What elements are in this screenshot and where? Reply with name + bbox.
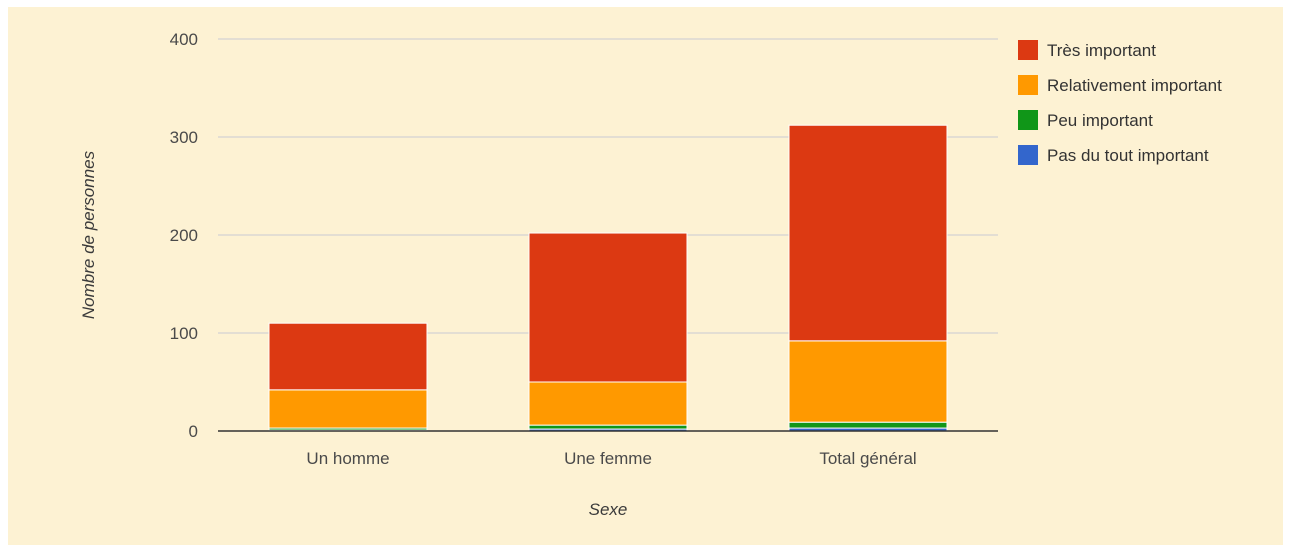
y-tick-label: 300 bbox=[170, 128, 198, 147]
legend-item-relativement-important: Relativement important bbox=[1018, 75, 1222, 95]
bar-segment-tres-important bbox=[268, 322, 428, 391]
legend-label: Très important bbox=[1047, 41, 1156, 60]
x-tick-label: Total général bbox=[819, 449, 916, 468]
legend-swatch bbox=[1018, 145, 1038, 165]
bar-segment-tres-important bbox=[528, 232, 688, 383]
legend-swatch bbox=[1018, 110, 1038, 130]
x-tick-label: Une femme bbox=[564, 449, 652, 468]
legend-label: Peu important bbox=[1047, 111, 1153, 130]
bar-segment-relativement-important bbox=[528, 381, 688, 426]
y-tick-label: 400 bbox=[170, 30, 198, 49]
chart-panel: 0 100 200 300 400 Un homme Une femme Total gén… bbox=[8, 7, 1283, 545]
x-tick-label: Un homme bbox=[306, 449, 389, 468]
y-axis-ticks: 0 100 200 300 400 bbox=[170, 30, 198, 441]
legend-item-peu-important: Peu important bbox=[1018, 110, 1153, 130]
legend: Très important Relativement important Peu … bbox=[1018, 40, 1222, 165]
stacked-bar-chart: 0 100 200 300 400 Un homme Une femme Total gén… bbox=[79, 30, 1222, 519]
legend-item-pas-du-tout-important: Pas du tout important bbox=[1018, 145, 1209, 165]
bars bbox=[268, 124, 948, 432]
bar-segment-peu-important bbox=[528, 424, 688, 430]
bar-segment-relativement-important bbox=[268, 389, 428, 429]
legend-label: Pas du tout important bbox=[1047, 146, 1209, 165]
y-axis-title: Nombre de personnes bbox=[79, 150, 98, 319]
legend-item-tres-important: Très important bbox=[1018, 40, 1156, 60]
y-tick-label: 0 bbox=[189, 422, 198, 441]
legend-swatch bbox=[1018, 40, 1038, 60]
bar-segment-peu-important bbox=[788, 421, 948, 429]
y-tick-label: 200 bbox=[170, 226, 198, 245]
bar-segment-tres-important bbox=[788, 124, 948, 342]
legend-swatch bbox=[1018, 75, 1038, 95]
x-axis-ticks: Un homme Une femme Total général bbox=[306, 449, 916, 468]
y-tick-label: 100 bbox=[170, 324, 198, 343]
x-axis-title: Sexe bbox=[589, 500, 628, 519]
legend-label: Relativement important bbox=[1047, 76, 1222, 95]
bar-segment-relativement-important bbox=[788, 340, 948, 423]
